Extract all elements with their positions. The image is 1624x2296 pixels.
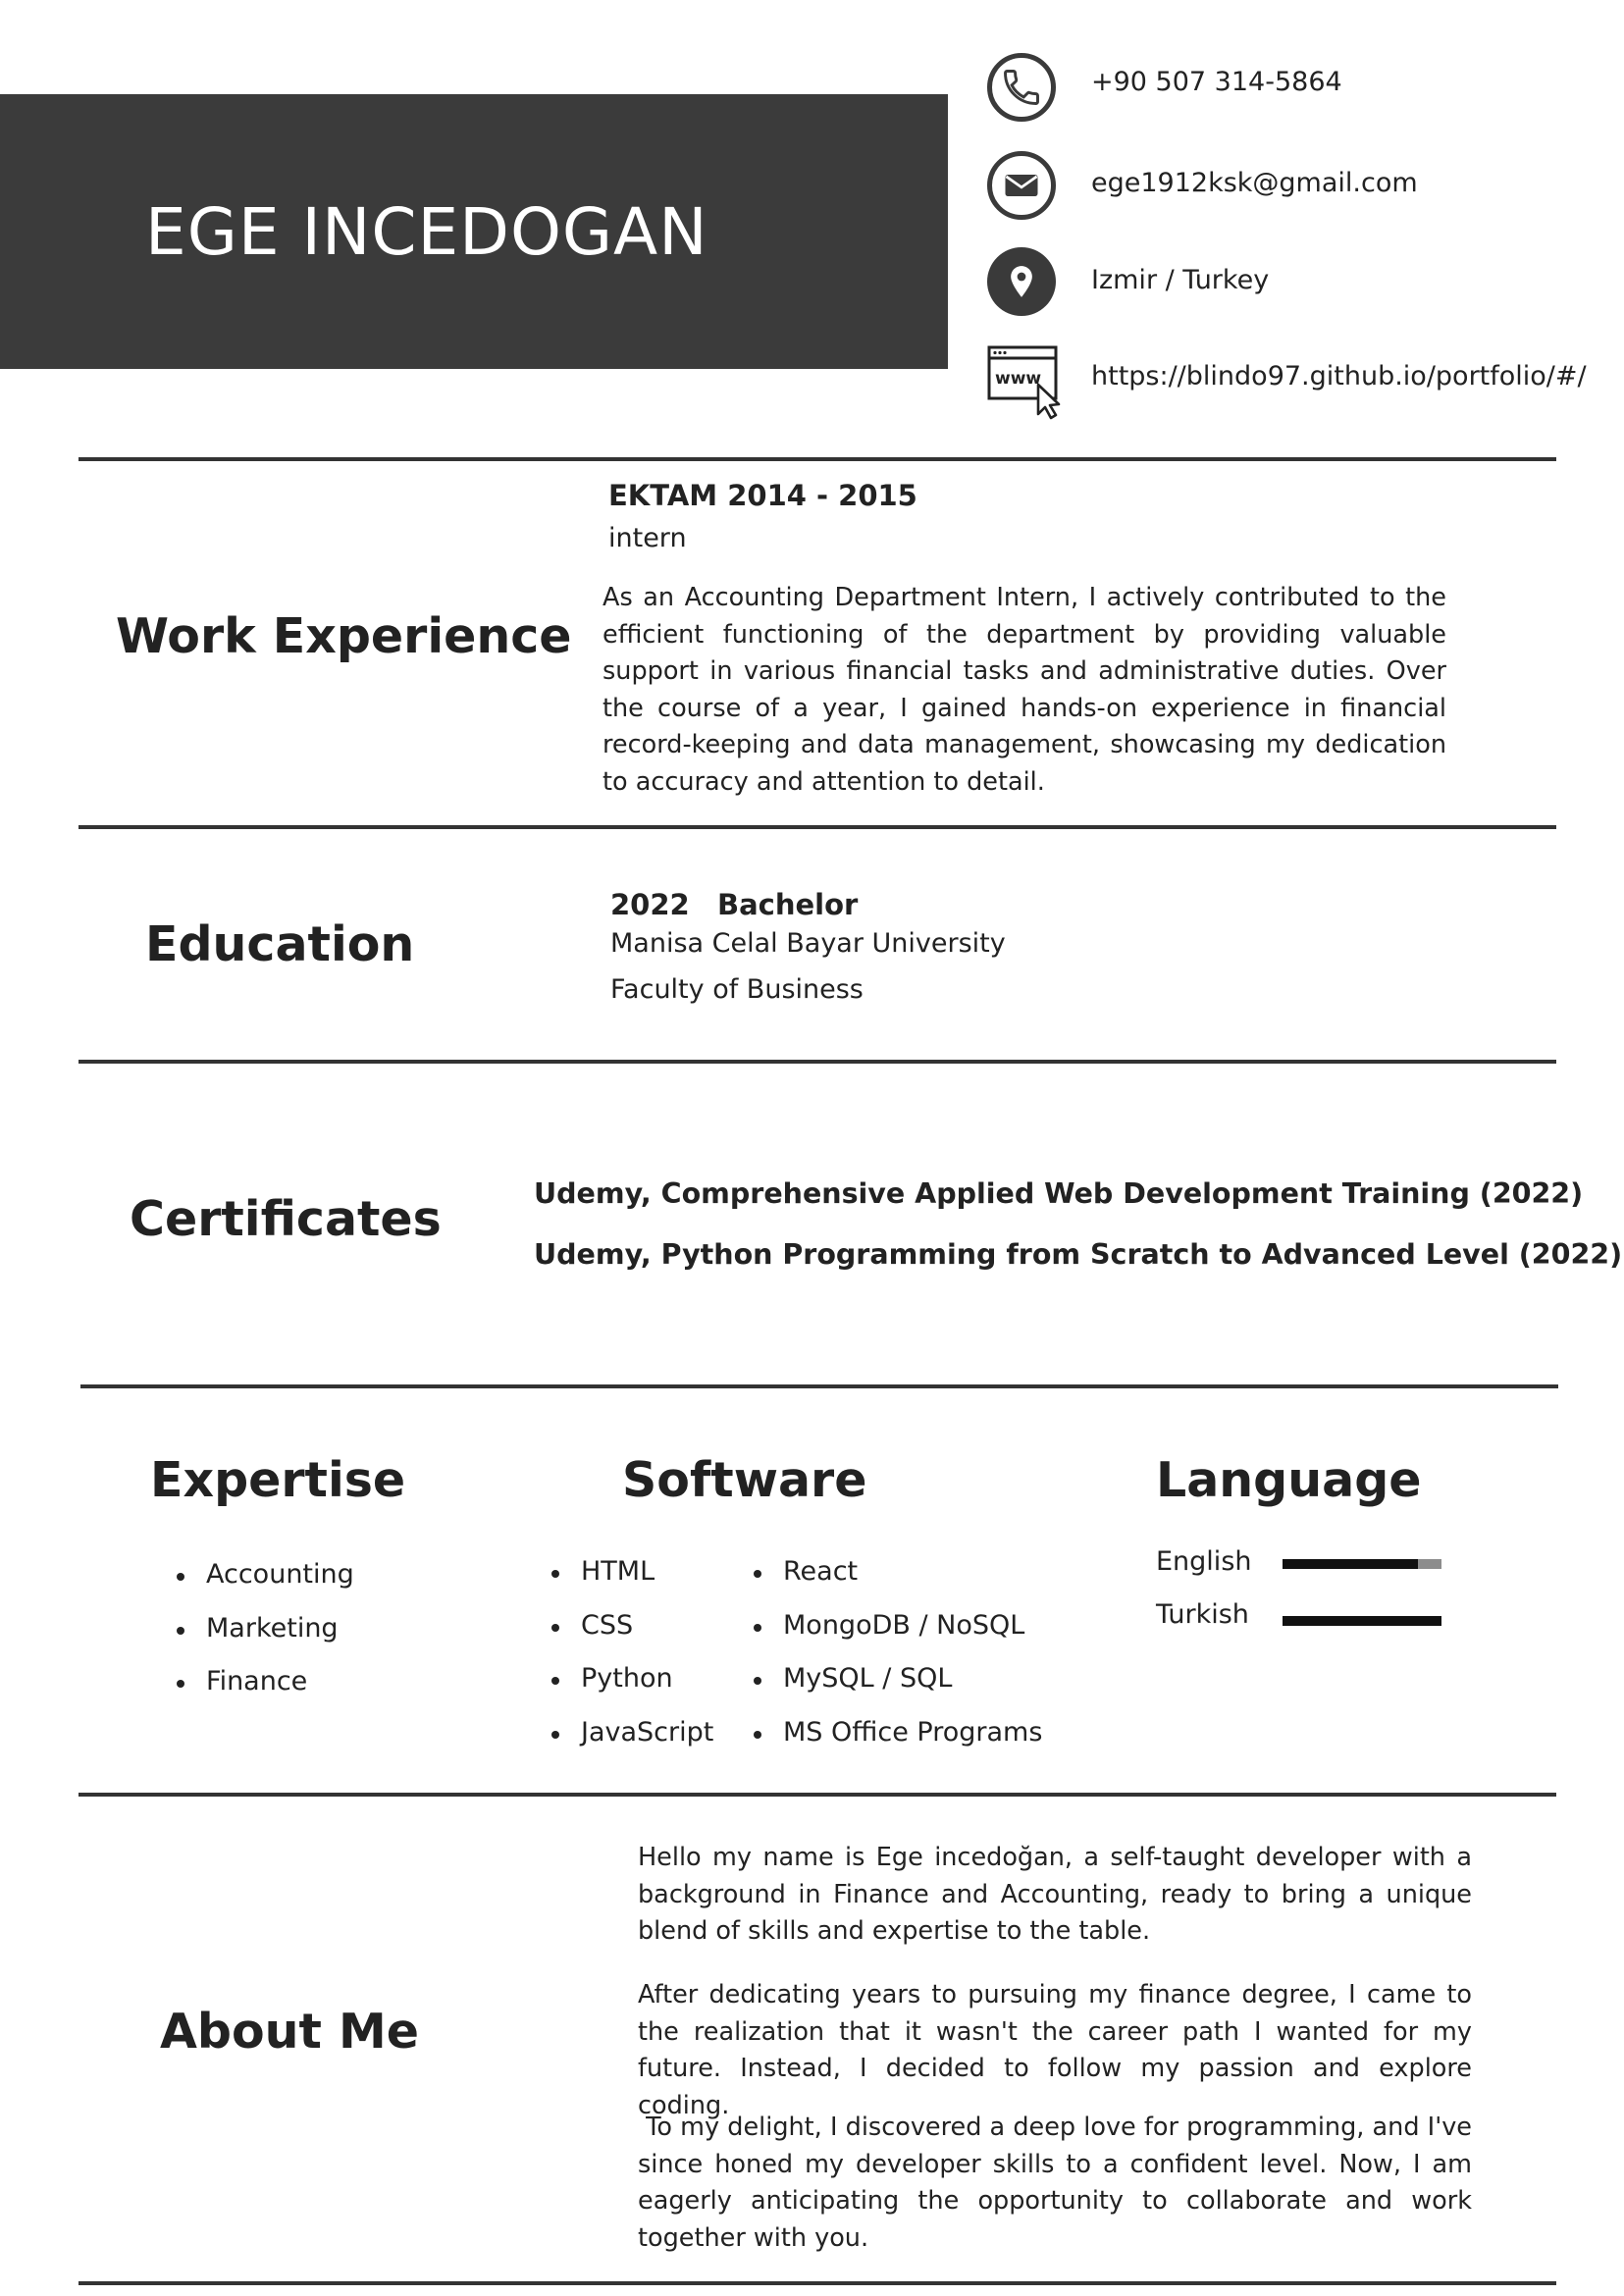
certificates-heading: Certificates [130,1191,442,1247]
expertise-list: Accounting Marketing Finance [173,1548,354,1709]
about-paragraph: Hello my name is Ege incedoğan, a self-t… [638,1843,1472,1946]
name-banner [0,94,948,369]
website-link[interactable]: https://blindo97.github.io/portfolio/#/ [1091,361,1587,391]
education-school: Manisa Celal Bayar University [610,928,1006,959]
list-item: JavaScript [548,1706,713,1760]
list-item: Finance [173,1655,354,1709]
work-experience-heading: Work Experience [116,608,572,664]
language-level-fill [1283,1616,1441,1626]
list-item: MySQL / SQL [750,1652,1042,1706]
full-name: EGE INCEDOGAN [145,194,708,270]
divider [79,2281,1556,2285]
list-item: HTML [548,1545,713,1599]
language-label: English [1156,1546,1252,1577]
work-company-years: EKTAM 2014 - 2015 [608,479,917,512]
list-item: Python [548,1652,713,1706]
software-list-col1: HTML CSS Python JavaScript [548,1545,713,1759]
phone-icon [987,53,1056,122]
language-level-fill [1283,1559,1418,1569]
about-paragraph: To my delight, I discovered a deep love … [638,2113,1481,2253]
language-level-bar [1283,1559,1441,1569]
language-label: Turkish [1156,1599,1249,1630]
list-item: Accounting [173,1548,354,1602]
about-heading: About Me [160,2004,420,2060]
divider [80,1384,1558,1388]
software-heading: Software [622,1452,867,1508]
list-item: CSS [548,1599,713,1653]
work-description: As an Accounting Department Intern, I ac… [602,583,1446,797]
email-address[interactable]: ege1912ksk@gmail.com [1091,168,1418,198]
location-text: Izmir / Turkey [1091,265,1270,295]
divider [79,825,1556,829]
divider [79,1060,1556,1064]
location-pin-icon [987,247,1056,316]
software-list-col2: React MongoDB / NoSQL MySQL / SQL MS Off… [750,1545,1042,1759]
divider [79,1793,1556,1797]
expertise-heading: Expertise [150,1452,406,1508]
phone-number[interactable]: +90 507 314-5864 [1091,67,1342,97]
about-paragraph: After dedicating years to pursuing my fi… [638,1980,1472,2120]
language-heading: Language [1156,1452,1422,1508]
list-item: React [750,1545,1042,1599]
list-item: Marketing [173,1602,354,1656]
www-cursor-icon: www [987,345,1066,420]
education-heading: Education [145,916,415,972]
www-badge: www [995,369,1042,389]
certificate-item: Udemy, Python Programming from Scratch t… [534,1238,1623,1271]
certificate-item: Udemy, Comprehensive Applied Web Develop… [534,1177,1584,1210]
education-degree: Bachelor [717,888,859,921]
mail-icon [987,151,1056,220]
education-year: 2022 [610,888,690,921]
list-item: MongoDB / NoSQL [750,1599,1042,1653]
list-item: MS Office Programs [750,1706,1042,1760]
language-level-bar [1283,1616,1441,1626]
divider [79,457,1556,461]
work-role: intern [608,523,687,553]
education-faculty: Faculty of Business [610,974,864,1005]
